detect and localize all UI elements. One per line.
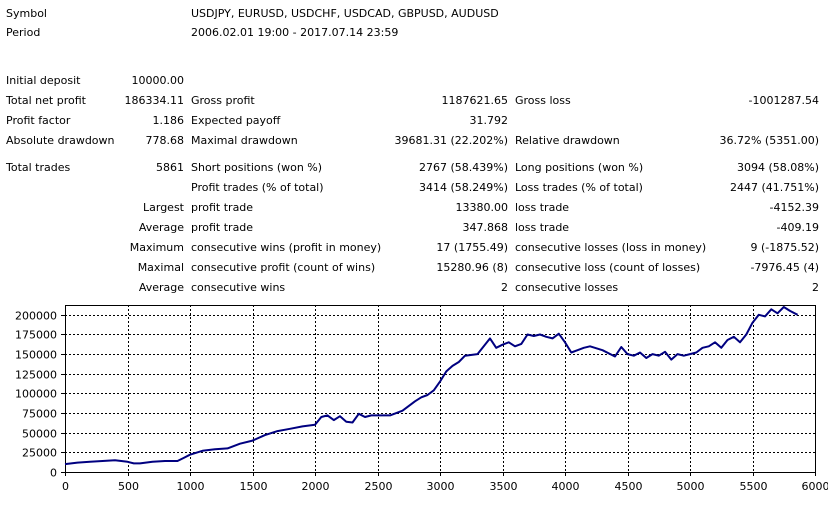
total-net-profit-label: Total net profit [6,94,86,107]
balance-chart: 0250005000075000100000125000150000175000… [15,305,828,493]
gross-profit-label: Gross profit [191,94,255,107]
short-positions-value: 2767 (58.439%) [418,161,508,174]
max-consec-wins-label: consecutive wins (profit in money) [191,241,382,254]
x-tick-label: 6000 [802,480,828,493]
x-tick-label: 4500 [615,480,643,493]
x-tick-label: 5000 [677,480,705,493]
largest-profit-value: 13380.00 [455,201,509,214]
largest-profit-label: profit trade [191,201,254,214]
maximal-consec-loss-label: consecutive loss (count of losses) [515,261,701,274]
avg-consec-losses-label: consecutive losses [515,281,619,294]
x-tick-label: 2000 [302,480,330,493]
largest-label: Largest [143,201,184,214]
average-loss-value: -409.19 [776,221,819,234]
profit-trades-value: 3414 (58.249%) [418,181,508,194]
maximal-drawdown-label: Maximal drawdown [191,134,298,147]
maximal-consec-loss-value: -7976.45 (4) [750,261,819,274]
y-tick-label: 25000 [22,447,57,460]
expected-payoff-value: 31.792 [469,114,509,127]
average-loss-label: loss trade [515,221,570,234]
long-positions-value: 3094 (58.08%) [736,161,819,174]
gross-loss-value: -1001287.54 [748,94,819,107]
short-positions-label: Short positions (won %) [191,161,323,174]
max-consec-wins-value: 17 (1755.49) [436,241,508,254]
x-tick-label: 500 [118,480,139,493]
expected-payoff-label: Expected payoff [191,114,281,127]
y-tick-label: 50000 [22,428,57,441]
x-tick-label: 5500 [740,480,768,493]
total-net-profit-value: 186334.11 [124,94,185,107]
average-label: Average [138,221,184,234]
avg-consec-wins-value: 2 [501,281,508,294]
maximal-label: Maximal [137,261,184,274]
absolute-drawdown-value: 778.68 [145,134,185,147]
x-tick-label: 0 [62,480,69,493]
balance-line [64,306,799,466]
loss-trades-label: Loss trades (% of total) [515,181,643,194]
x-tick-label: 3500 [490,480,518,493]
max-consec-losses-value: 9 (-1875.52) [750,241,819,254]
x-tick-label: 2500 [365,480,393,493]
profit-factor-value: 1.186 [152,114,185,127]
y-tick-label: 0 [50,467,57,480]
gross-loss-label: Gross loss [515,94,571,107]
profit-trades-label: Profit trades (% of total) [191,181,324,194]
long-positions-label: Long positions (won %) [515,161,644,174]
average-consec-label: Average [138,281,184,294]
maximum-label: Maximum [129,241,184,254]
y-tick-label: 125000 [15,369,57,382]
largest-loss-label: loss trade [515,201,570,214]
relative-drawdown-value: 36.72% (5351.00) [719,134,819,147]
maximal-drawdown-value: 39681.31 (22.202%) [394,134,508,147]
profit-factor-label: Profit factor [6,114,71,127]
max-consec-losses-label: consecutive losses (loss in money) [515,241,707,254]
relative-drawdown-label: Relative drawdown [515,134,620,147]
average-profit-value: 347.868 [462,221,509,234]
y-tick-label: 175000 [15,329,57,342]
initial-deposit-value: 10000.00 [131,74,185,87]
avg-consec-wins-label: consecutive wins [191,281,286,294]
period-label: Period [6,26,41,39]
symbol-value: USDJPY, EURUSD, USDCHF, USDCAD, GBPUSD, … [191,7,499,20]
total-trades-label: Total trades [6,161,71,174]
average-profit-label: profit trade [191,221,254,234]
period-value: 2006.02.01 19:00 - 2017.07.14 23:59 [191,26,399,39]
loss-trades-value: 2447 (41.751%) [729,181,819,194]
avg-consec-losses-value: 2 [812,281,819,294]
maximal-consec-profit-value: 15280.96 (8) [436,261,508,274]
y-tick-label: 75000 [22,408,57,421]
symbol-label: Symbol [6,7,47,20]
y-tick-label: 100000 [15,388,57,401]
gross-profit-value: 1187621.65 [441,94,508,107]
x-tick-label: 4000 [552,480,580,493]
maximal-consec-profit-label: consecutive profit (count of wins) [191,261,376,274]
largest-loss-value: -4152.39 [769,201,819,214]
y-tick-label: 150000 [15,349,57,362]
y-tick-label: 200000 [15,310,57,323]
absolute-drawdown-label: Absolute drawdown [6,134,115,147]
total-trades-value: 5861 [156,161,184,174]
initial-deposit-label: Initial deposit [6,74,81,87]
x-tick-label: 1000 [177,480,205,493]
x-tick-label: 3000 [427,480,455,493]
x-tick-label: 1500 [240,480,268,493]
